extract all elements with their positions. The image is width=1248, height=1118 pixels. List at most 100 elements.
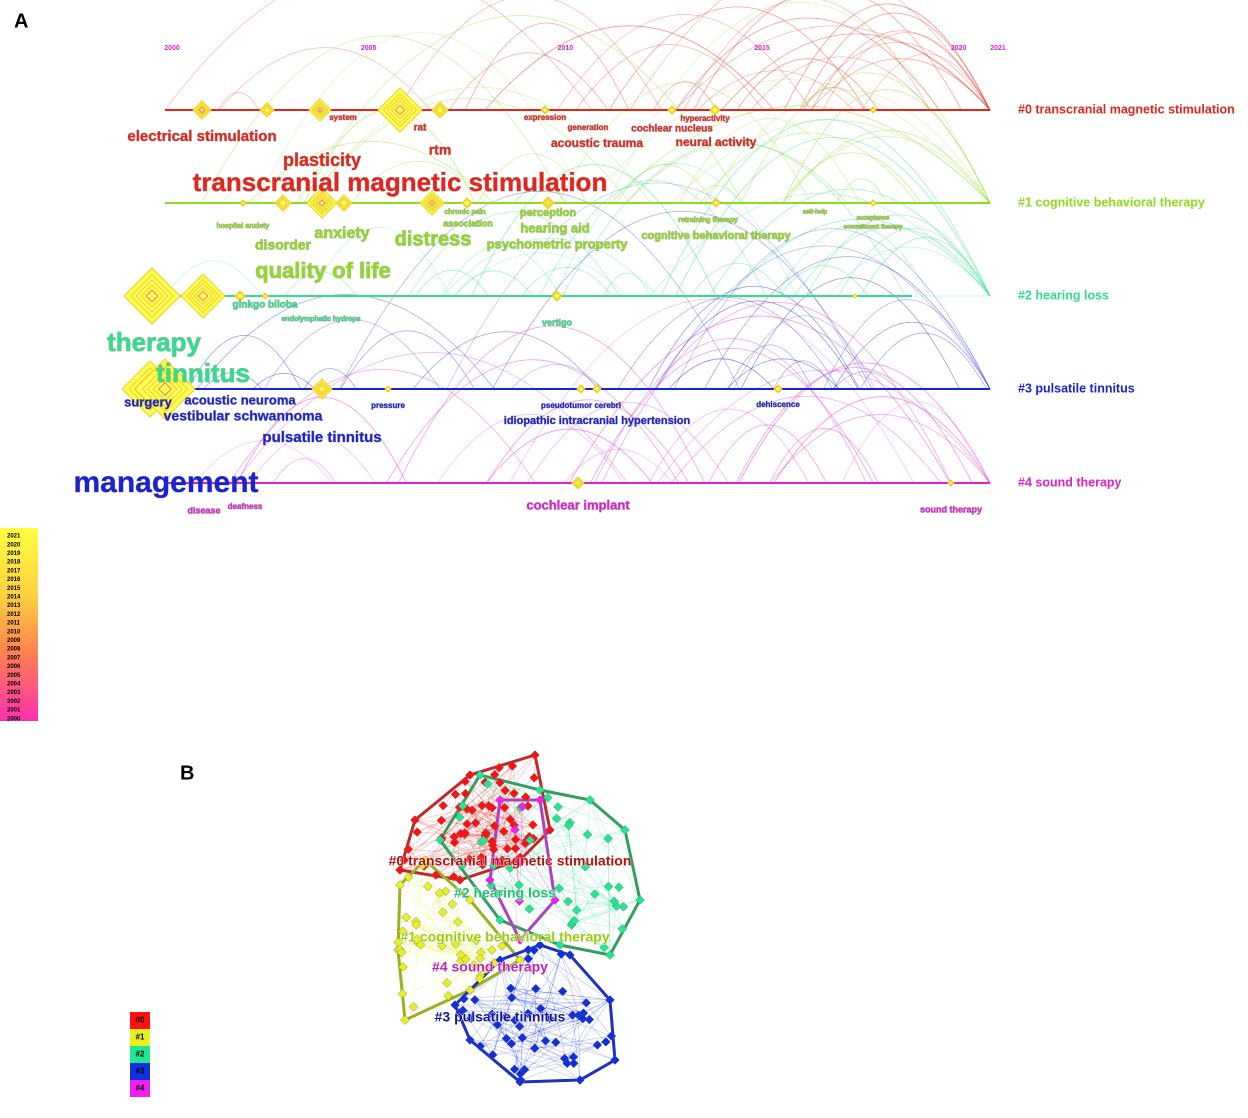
network-node (535, 795, 545, 805)
keyword-node-ring (435, 105, 445, 115)
keyword-node-ring (394, 104, 406, 116)
keyword-label: management (73, 466, 258, 499)
citation-arc (773, 396, 991, 484)
network-edge (481, 805, 526, 844)
network-node (618, 901, 629, 912)
network-edge (609, 906, 617, 956)
network-node (471, 935, 482, 946)
network-node (562, 1058, 572, 1069)
network-edge (416, 941, 448, 984)
citation-arc (309, 227, 451, 297)
citation-arc (810, 30, 991, 111)
colorbar-label: 2003 (7, 690, 21, 696)
network-node (475, 1041, 486, 1052)
cluster-label: #3 pulsatile tinnitus (1018, 381, 1135, 395)
citation-arc (568, 315, 951, 484)
network-node (491, 856, 502, 866)
keyword-node-ring (433, 103, 447, 117)
keyword-label: distress (395, 228, 472, 250)
citation-arc (657, 369, 991, 484)
network-node (569, 915, 580, 926)
keyword-label: idiopathic intracranial hypertension (504, 415, 691, 427)
keyword-node-ring (263, 106, 271, 114)
keyword-node-ring (261, 104, 273, 116)
network-node (470, 995, 480, 1005)
keyword-label: rat (414, 123, 427, 134)
network-node (475, 953, 485, 964)
citation-arc (656, 245, 991, 390)
keyword-node (180, 273, 226, 319)
citation-arc (477, 153, 588, 204)
network-node (554, 883, 564, 894)
network-edge (479, 774, 626, 831)
network-node (485, 875, 495, 885)
colorbar-label: 2017 (7, 568, 21, 574)
network-node (437, 907, 448, 918)
network-node (450, 1000, 460, 1010)
network-edge (518, 884, 569, 902)
network-edge (572, 922, 605, 948)
network-node (455, 828, 466, 839)
keyword-label: pseudotumor cerebri (541, 401, 621, 410)
network-edge (568, 825, 577, 911)
network-node (529, 945, 539, 955)
keyword-node (571, 476, 585, 490)
citation-arc (398, 325, 706, 484)
network-node (563, 820, 574, 831)
keyword-node-ring (424, 195, 440, 211)
network-edge (527, 991, 563, 1014)
network-edge (497, 799, 591, 895)
year-tick-label: 2005 (361, 45, 377, 52)
network-edge (398, 942, 461, 956)
network-edge (574, 920, 623, 930)
network-node (500, 1012, 511, 1022)
keyword-node-ring (870, 200, 876, 206)
network-edge (556, 818, 586, 867)
citation-arc (782, 136, 991, 204)
network-node (580, 861, 591, 872)
keyword-node-ring (317, 107, 323, 113)
citation-arc (738, 362, 991, 484)
citation-arc (800, 86, 865, 111)
citation-arc (690, 262, 785, 297)
keyword-node (540, 105, 550, 115)
keyword-node-ring (337, 196, 351, 210)
citation-arc (783, 3, 991, 111)
network-node (578, 1013, 588, 1024)
keyword-label: rtm (429, 142, 452, 158)
network-node (524, 904, 535, 914)
network-edge (514, 1044, 598, 1070)
colorbar-label: 2014 (7, 594, 21, 600)
network-node (535, 1003, 546, 1014)
cluster-hull (398, 753, 552, 882)
network-node (550, 1037, 561, 1048)
keyword-node-ring (158, 382, 172, 396)
citation-arc (859, 332, 987, 390)
network-edge (483, 797, 548, 841)
network-node (542, 792, 553, 803)
keyword-node (667, 105, 677, 115)
network-node (450, 789, 461, 800)
network-edge (441, 837, 483, 863)
citation-arc (769, 428, 879, 484)
network-edge (466, 790, 506, 810)
citation-arc (648, 408, 810, 484)
citation-arc (510, 364, 603, 390)
network-edge (474, 999, 584, 1014)
network-edge (483, 825, 569, 841)
cluster-hull (453, 943, 617, 1084)
network-edge (441, 765, 513, 840)
network-node (403, 844, 414, 855)
keyword-node-ring (196, 104, 208, 116)
network-node (507, 993, 517, 1003)
network-edge (404, 849, 494, 861)
network-edge (398, 942, 461, 956)
keyword-node (134, 358, 196, 420)
keyword-node-ring (774, 385, 782, 393)
citation-arc (412, 331, 599, 390)
keyword-label: hyperactivity (680, 114, 730, 123)
network-edge (483, 840, 575, 921)
network-node (465, 1013, 476, 1024)
network-edge (462, 805, 617, 907)
network-edge (415, 924, 461, 956)
